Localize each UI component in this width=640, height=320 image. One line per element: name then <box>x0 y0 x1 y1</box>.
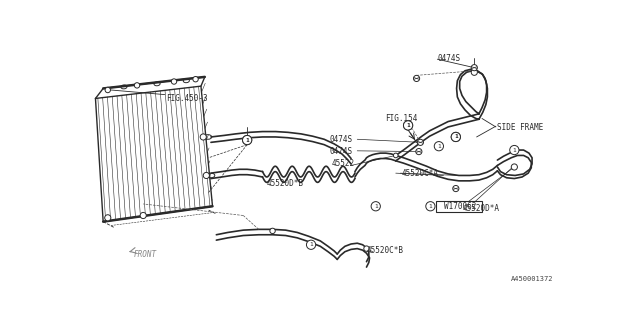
Circle shape <box>417 139 424 145</box>
Text: 1: 1 <box>374 204 378 209</box>
Text: 45520C*A: 45520C*A <box>402 169 439 178</box>
Text: 1: 1 <box>454 134 458 140</box>
Circle shape <box>270 228 275 234</box>
Text: FIG.450-3: FIG.450-3 <box>166 94 208 103</box>
Circle shape <box>243 135 252 145</box>
Circle shape <box>451 132 460 141</box>
Ellipse shape <box>183 79 189 83</box>
Text: 1: 1 <box>429 204 432 209</box>
Text: A450001372: A450001372 <box>511 276 554 282</box>
Circle shape <box>413 75 420 82</box>
Ellipse shape <box>207 173 215 178</box>
Circle shape <box>509 145 519 155</box>
FancyBboxPatch shape <box>436 201 482 212</box>
Text: FIG.154: FIG.154 <box>385 114 417 123</box>
Text: 1: 1 <box>454 134 458 140</box>
Text: 1: 1 <box>245 138 249 142</box>
Text: 0474S: 0474S <box>330 135 353 144</box>
Text: 45520D*A: 45520D*A <box>463 204 500 213</box>
Circle shape <box>471 69 477 75</box>
Circle shape <box>403 121 413 130</box>
Circle shape <box>134 83 140 88</box>
Circle shape <box>403 121 413 130</box>
Text: 0474S: 0474S <box>437 54 460 63</box>
Circle shape <box>140 212 147 219</box>
Text: 45522: 45522 <box>332 159 355 168</box>
Text: W170062: W170062 <box>444 202 476 211</box>
Circle shape <box>471 65 477 71</box>
Circle shape <box>371 202 380 211</box>
Text: 45520D*B: 45520D*B <box>266 179 303 188</box>
Text: SIDE FRAME: SIDE FRAME <box>497 123 543 132</box>
Circle shape <box>172 79 177 84</box>
Circle shape <box>200 134 206 140</box>
Text: 45520C*B: 45520C*B <box>367 246 403 255</box>
Circle shape <box>416 148 422 155</box>
Text: 1: 1 <box>406 123 410 128</box>
Circle shape <box>364 246 369 251</box>
Text: 1: 1 <box>437 144 441 149</box>
Text: 1: 1 <box>245 138 249 142</box>
Circle shape <box>435 141 444 151</box>
Circle shape <box>452 186 459 192</box>
Circle shape <box>105 215 111 221</box>
Text: 1: 1 <box>406 123 410 128</box>
Ellipse shape <box>204 135 212 139</box>
Ellipse shape <box>154 82 160 86</box>
Circle shape <box>307 240 316 249</box>
Text: FRONT: FRONT <box>134 250 157 259</box>
Circle shape <box>426 202 435 211</box>
Circle shape <box>204 172 209 179</box>
Text: 0474S: 0474S <box>330 147 353 156</box>
Circle shape <box>451 132 460 141</box>
Circle shape <box>193 76 198 82</box>
Circle shape <box>243 135 252 145</box>
Text: 1: 1 <box>513 148 516 153</box>
Text: 1: 1 <box>309 242 313 247</box>
Circle shape <box>394 153 398 158</box>
Ellipse shape <box>121 85 127 89</box>
Circle shape <box>105 87 111 93</box>
Circle shape <box>511 164 517 170</box>
